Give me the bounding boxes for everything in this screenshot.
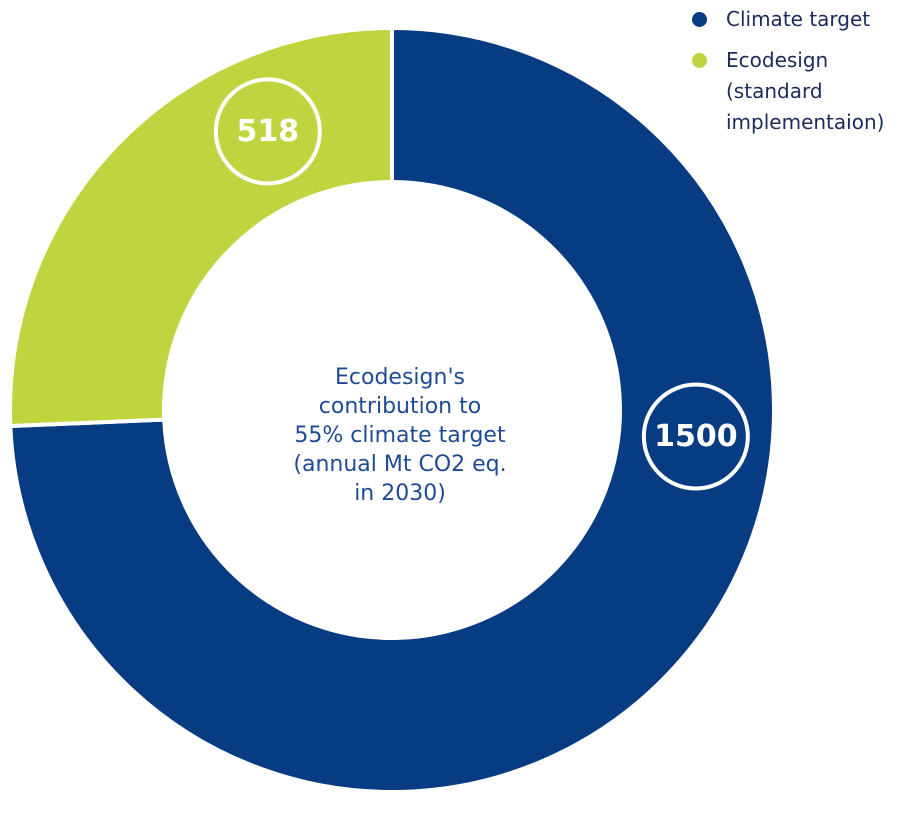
legend-swatch-climate-target — [692, 12, 707, 27]
value-badge-circle — [213, 77, 322, 186]
slice-climate-target — [8, 25, 776, 794]
legend-label-ecodesign-line-2: (standard — [726, 79, 823, 103]
data-label-ecodesign: 518 — [237, 114, 300, 149]
legend-item-climate-target: Climate target — [690, 4, 912, 35]
value-badge-climate-target: 1500 — [641, 382, 750, 491]
legend-label-climate-target: Climate target — [726, 7, 871, 31]
value-badge-circle — [641, 382, 750, 491]
legend-item-ecodesign: Ecodesign (standard implementaion) — [690, 45, 912, 138]
value-badge-ecodesign: 518 — [213, 77, 322, 186]
center-label: Ecodesign's contribution to 55% climate … — [240, 363, 560, 508]
legend-swatch-ecodesign — [692, 53, 707, 68]
value-badges-layer: 1500 518 — [213, 77, 750, 491]
data-label-climate-target: 1500 — [654, 419, 738, 454]
center-label-line-3: 55% climate target — [294, 423, 506, 448]
center-label-line-2: contribution to — [318, 394, 482, 419]
center-label-line-5: in 2030) — [354, 481, 446, 506]
legend-label-ecodesign-line-3: implementaion) — [726, 110, 885, 134]
center-label-line-4: (annual Mt CO2 eq. — [293, 452, 507, 477]
legend: Climate target Ecodesign (standard imple… — [690, 4, 912, 148]
center-label-line-1: Ecodesign's — [335, 365, 465, 390]
legend-label-ecodesign-line-1: Ecodesign — [726, 48, 829, 72]
